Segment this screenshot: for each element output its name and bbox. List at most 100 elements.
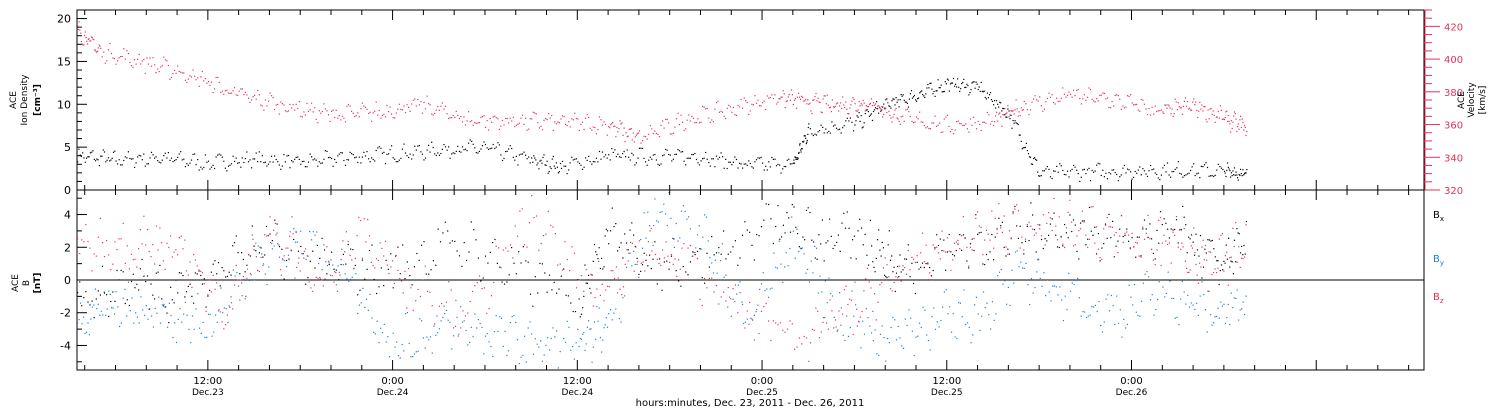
b-x-point [1060, 235, 1062, 238]
b-y-point [625, 266, 628, 268]
density-point [1005, 116, 1007, 118]
b-y-point [890, 326, 892, 329]
velocity-point [655, 132, 657, 135]
b-x-point [879, 249, 881, 251]
velocity-point [762, 102, 764, 104]
b-z-point [856, 308, 858, 310]
velocity-point [695, 121, 698, 124]
density-point [1073, 164, 1075, 166]
density-point [837, 129, 839, 131]
b-z-point [182, 248, 184, 250]
b-y-point [543, 354, 545, 356]
b-y-point [1142, 282, 1144, 284]
b-z-point [1227, 284, 1229, 286]
b-z-point [514, 225, 516, 227]
b-x-point [578, 298, 580, 300]
b-z-point [576, 287, 578, 289]
density-point [686, 157, 688, 159]
b-y-point [856, 325, 858, 327]
density-point [618, 156, 621, 158]
density-point [371, 157, 373, 159]
b-z-point [898, 265, 900, 267]
b-y-point [417, 350, 419, 352]
b-z-point [941, 230, 943, 232]
density-point [189, 162, 191, 164]
b-y-point [885, 360, 887, 362]
b-y-point [472, 335, 474, 338]
velocity-point [517, 123, 519, 125]
b-y-point [252, 238, 254, 241]
density-point [170, 157, 173, 159]
b-y-point [947, 313, 949, 315]
b-y-point [87, 322, 89, 324]
velocity-point [471, 120, 473, 122]
density-point [86, 157, 88, 159]
b-z-point [865, 278, 867, 280]
b-x-point [848, 227, 850, 229]
b-x-point [1078, 258, 1080, 260]
density-point [161, 159, 163, 161]
b-z-point [1081, 210, 1083, 212]
density-point [979, 90, 981, 92]
density-point [480, 148, 482, 150]
density-point [446, 149, 448, 151]
b-z-point [849, 298, 851, 300]
b-z-point [578, 279, 580, 281]
density-point [814, 133, 816, 135]
velocity-point [184, 79, 186, 81]
density-point [278, 164, 280, 166]
b-y-point [720, 260, 722, 262]
b-y-point [904, 318, 906, 320]
velocity-point [1004, 107, 1006, 109]
density-point [531, 157, 533, 159]
density-point [1066, 170, 1069, 172]
velocity-point [951, 128, 953, 130]
b-y-point [597, 320, 599, 322]
density-point [1056, 165, 1058, 167]
b-x-point [251, 225, 253, 227]
density-point [421, 153, 423, 155]
b-z-point [824, 316, 826, 319]
velocity-point [911, 120, 913, 122]
b-y-point [218, 309, 220, 311]
velocity-point [856, 110, 858, 112]
b-z-point [753, 339, 755, 341]
b-z-point [973, 237, 975, 239]
b-y-point [163, 303, 165, 305]
velocity-point [568, 121, 570, 123]
density-point [951, 82, 954, 84]
b-y-point [675, 222, 677, 225]
b-z-point [615, 266, 617, 268]
b-y-point [106, 308, 108, 310]
x-tick-date: Dec.26 [1116, 388, 1148, 398]
velocity-point [668, 122, 670, 124]
b-y-point [1130, 296, 1132, 298]
velocity-point [848, 113, 850, 115]
b-x-point [937, 244, 940, 247]
density-point [1077, 173, 1079, 175]
b-z-point [739, 292, 741, 294]
density-point [469, 139, 471, 141]
density-point [927, 83, 929, 86]
density-point [870, 113, 872, 115]
velocity-point [988, 114, 990, 116]
b-z-point [1099, 257, 1101, 259]
velocity-point [140, 63, 142, 65]
b-y-point [248, 279, 250, 282]
b-z-point [1055, 225, 1057, 227]
density-point [991, 100, 994, 102]
b-x-point [678, 280, 680, 282]
density-point [834, 124, 836, 126]
velocity-point [200, 76, 202, 78]
b-y-point [1027, 284, 1029, 286]
density-point [1089, 180, 1092, 182]
b-x-point [1232, 273, 1234, 275]
b-y-point [895, 339, 898, 341]
b-y-point [424, 347, 426, 349]
b-x-point [152, 294, 154, 296]
density-point [1026, 150, 1028, 152]
velocity-point [1156, 110, 1158, 113]
density-point [280, 168, 282, 170]
velocity-point [198, 85, 200, 87]
density-point [384, 163, 387, 165]
